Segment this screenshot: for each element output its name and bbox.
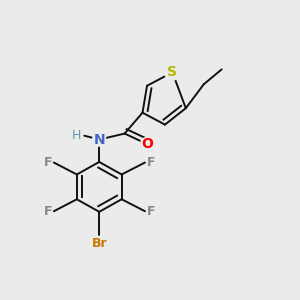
Text: F: F xyxy=(44,156,52,169)
Text: F: F xyxy=(44,205,52,218)
Text: N: N xyxy=(93,133,105,146)
Circle shape xyxy=(165,64,180,80)
Text: Br: Br xyxy=(92,237,107,250)
Circle shape xyxy=(93,133,106,146)
Text: F: F xyxy=(146,205,155,218)
Text: O: O xyxy=(141,137,153,151)
Circle shape xyxy=(140,137,154,151)
Text: S: S xyxy=(167,65,177,80)
Text: F: F xyxy=(146,156,155,169)
Text: H: H xyxy=(72,129,81,142)
